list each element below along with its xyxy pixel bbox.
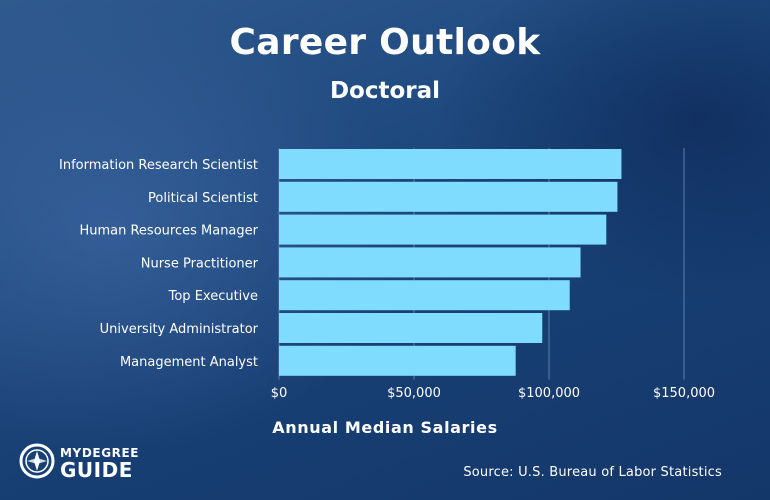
bar xyxy=(279,345,516,376)
bar xyxy=(279,247,581,278)
y-category-label: Top Executive xyxy=(168,289,258,304)
source-note: Source: U.S. Bureau of Labor Statistics xyxy=(463,465,722,480)
mydegreeguide-logo: MYDEGREE GUIDE xyxy=(18,440,148,484)
x-tick-label: $50,000 xyxy=(387,386,441,401)
y-category-label: Nurse Practitioner xyxy=(141,256,259,271)
x-tick-label: $100,000 xyxy=(518,386,580,401)
bar xyxy=(279,280,570,311)
bar xyxy=(279,149,622,179)
compass-icon xyxy=(19,443,55,479)
bar xyxy=(279,313,543,343)
y-category-label: Human Resources Manager xyxy=(79,224,258,239)
x-tick-label: $0 xyxy=(271,386,288,401)
bar xyxy=(279,181,618,212)
logo-text-mydegree: MYDEGREE xyxy=(60,446,140,460)
x-tick-label: $150,000 xyxy=(653,386,715,401)
y-category-label: University Administrator xyxy=(100,322,259,337)
y-category-label: Information Research Scientist xyxy=(59,158,258,173)
chart-title: Career Outlook xyxy=(229,22,541,63)
y-category-label: Political Scientist xyxy=(148,191,258,206)
chart-subtitle: Doctoral xyxy=(329,78,441,104)
y-category-label: Management Analyst xyxy=(120,355,258,370)
x-axis-title: Annual Median Salaries xyxy=(272,418,498,437)
bar xyxy=(279,214,607,245)
logo-text-guide: GUIDE xyxy=(60,458,133,482)
